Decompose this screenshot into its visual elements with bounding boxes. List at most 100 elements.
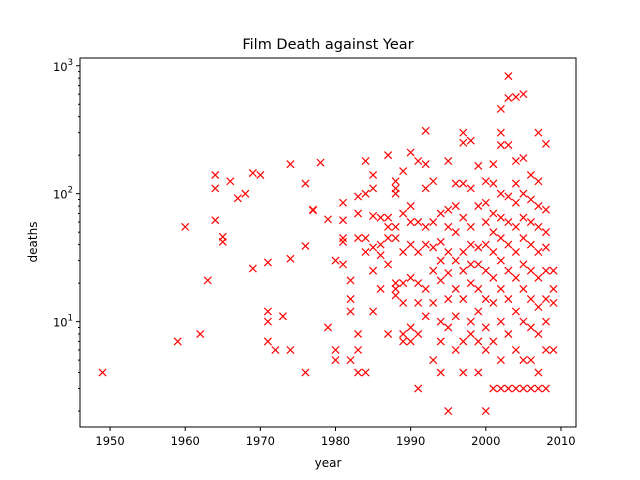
data-point [496, 256, 505, 265]
data-point [526, 295, 535, 304]
data-point [534, 303, 543, 312]
data-point [399, 298, 408, 307]
data-point [466, 136, 475, 145]
data-point [361, 247, 370, 257]
data-point [511, 222, 520, 231]
data-point [436, 209, 445, 218]
data-point [361, 189, 370, 198]
data-point [346, 295, 355, 304]
data-point [541, 266, 550, 275]
x-tick-label: 1990 [396, 434, 425, 448]
data-point [376, 213, 385, 222]
data-point [414, 384, 423, 393]
x-tick-label: 1970 [246, 434, 275, 448]
data-point [399, 337, 408, 346]
data-point [339, 237, 348, 246]
data-point [481, 240, 490, 249]
data-point [496, 284, 505, 293]
data-point [466, 260, 475, 269]
data-point [504, 329, 513, 339]
data-point [519, 213, 528, 222]
data-point [481, 198, 490, 207]
data-point [541, 205, 550, 214]
data-point [511, 179, 520, 188]
data-point [331, 345, 340, 355]
data-point [474, 260, 483, 269]
data-point [339, 234, 348, 243]
data-point [504, 141, 513, 150]
data-point [489, 247, 498, 257]
data-point [406, 337, 415, 346]
data-point [286, 345, 295, 355]
data-point [459, 295, 468, 304]
data-point [481, 345, 490, 355]
data-point [519, 384, 528, 393]
data-point [526, 170, 535, 180]
data-point [421, 240, 430, 249]
data-point [526, 323, 535, 332]
data-point [376, 240, 385, 249]
data-point [534, 384, 543, 393]
data-point [421, 312, 430, 321]
data-point [436, 237, 445, 246]
data-point [444, 323, 453, 332]
data-point [474, 307, 483, 316]
data-point [248, 169, 257, 178]
data-point [451, 256, 460, 265]
data-point [361, 157, 370, 166]
data-point [256, 170, 265, 180]
data-point [451, 312, 460, 321]
data-point [451, 228, 460, 237]
data-point [241, 189, 250, 198]
data-point [376, 284, 385, 293]
data-point [459, 179, 468, 188]
data-point [301, 368, 310, 377]
data-point [504, 266, 513, 275]
data-point [196, 329, 205, 339]
data-point [481, 406, 490, 416]
y-axis-label: deaths [26, 222, 40, 263]
data-point [361, 234, 370, 243]
data-point [278, 312, 287, 321]
data-point [369, 243, 378, 252]
data-point [331, 356, 340, 365]
data-point [481, 218, 490, 227]
data-point [504, 384, 513, 393]
data-point [466, 240, 475, 249]
data-point [519, 189, 528, 198]
data-point [421, 126, 430, 135]
data-point [466, 279, 475, 288]
y-tick-label: 102 [53, 186, 73, 202]
data-point [534, 177, 543, 186]
data-point [391, 291, 400, 300]
data-point [481, 323, 490, 332]
data-point [474, 202, 483, 211]
data-point [391, 222, 400, 231]
data-point [369, 170, 378, 180]
data-point [414, 157, 423, 166]
data-point [429, 177, 438, 186]
data-point [421, 222, 430, 231]
data-point [203, 276, 212, 285]
data-point [421, 284, 430, 293]
data-point [414, 298, 423, 307]
data-point [496, 317, 505, 326]
data-point [474, 161, 483, 170]
data-point [481, 266, 490, 275]
data-point [444, 406, 453, 416]
data-point [519, 260, 528, 269]
data-point [474, 368, 483, 377]
data-point [429, 266, 438, 275]
data-point [504, 218, 513, 227]
data-point [541, 139, 550, 148]
data-point [459, 213, 468, 222]
data-point [391, 284, 400, 293]
data-point [323, 215, 333, 224]
data-point [504, 295, 513, 304]
data-point [511, 157, 520, 166]
data-point [414, 218, 423, 227]
data-point [406, 148, 415, 157]
y-tick-label: 103 [53, 58, 73, 74]
y-tick-label: 101 [53, 314, 73, 330]
